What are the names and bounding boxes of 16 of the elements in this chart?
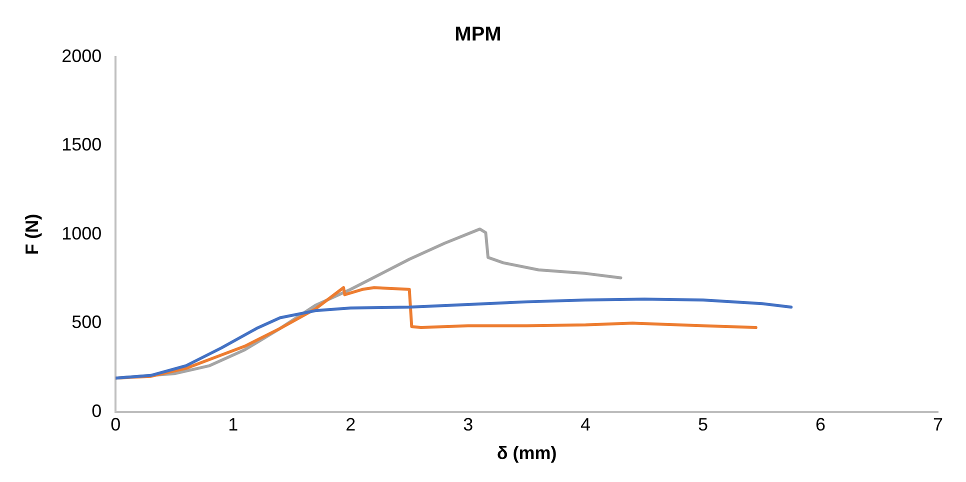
x-tick-label: 4: [580, 414, 591, 435]
x-tick-label: 0: [110, 414, 121, 435]
chart-title: MPM: [454, 24, 502, 46]
y-tick-label: 500: [72, 312, 102, 332]
x-tick-label: 7: [932, 414, 944, 435]
y-tick-label: 2000: [62, 46, 102, 66]
x-tick-label: 6: [816, 414, 826, 435]
x-tick-label: 1: [228, 414, 238, 435]
y-axis-title: F (N): [22, 214, 42, 255]
x-tick-label: 2: [346, 414, 356, 435]
x-tick-label: 5: [698, 414, 708, 435]
y-tick-label: 0: [92, 400, 102, 421]
x-axis-title: δ (mm): [496, 443, 557, 464]
x-tick-label: 3: [463, 414, 474, 435]
y-tick-label: 1500: [62, 134, 102, 155]
y-tick-label: 1000: [62, 223, 102, 244]
